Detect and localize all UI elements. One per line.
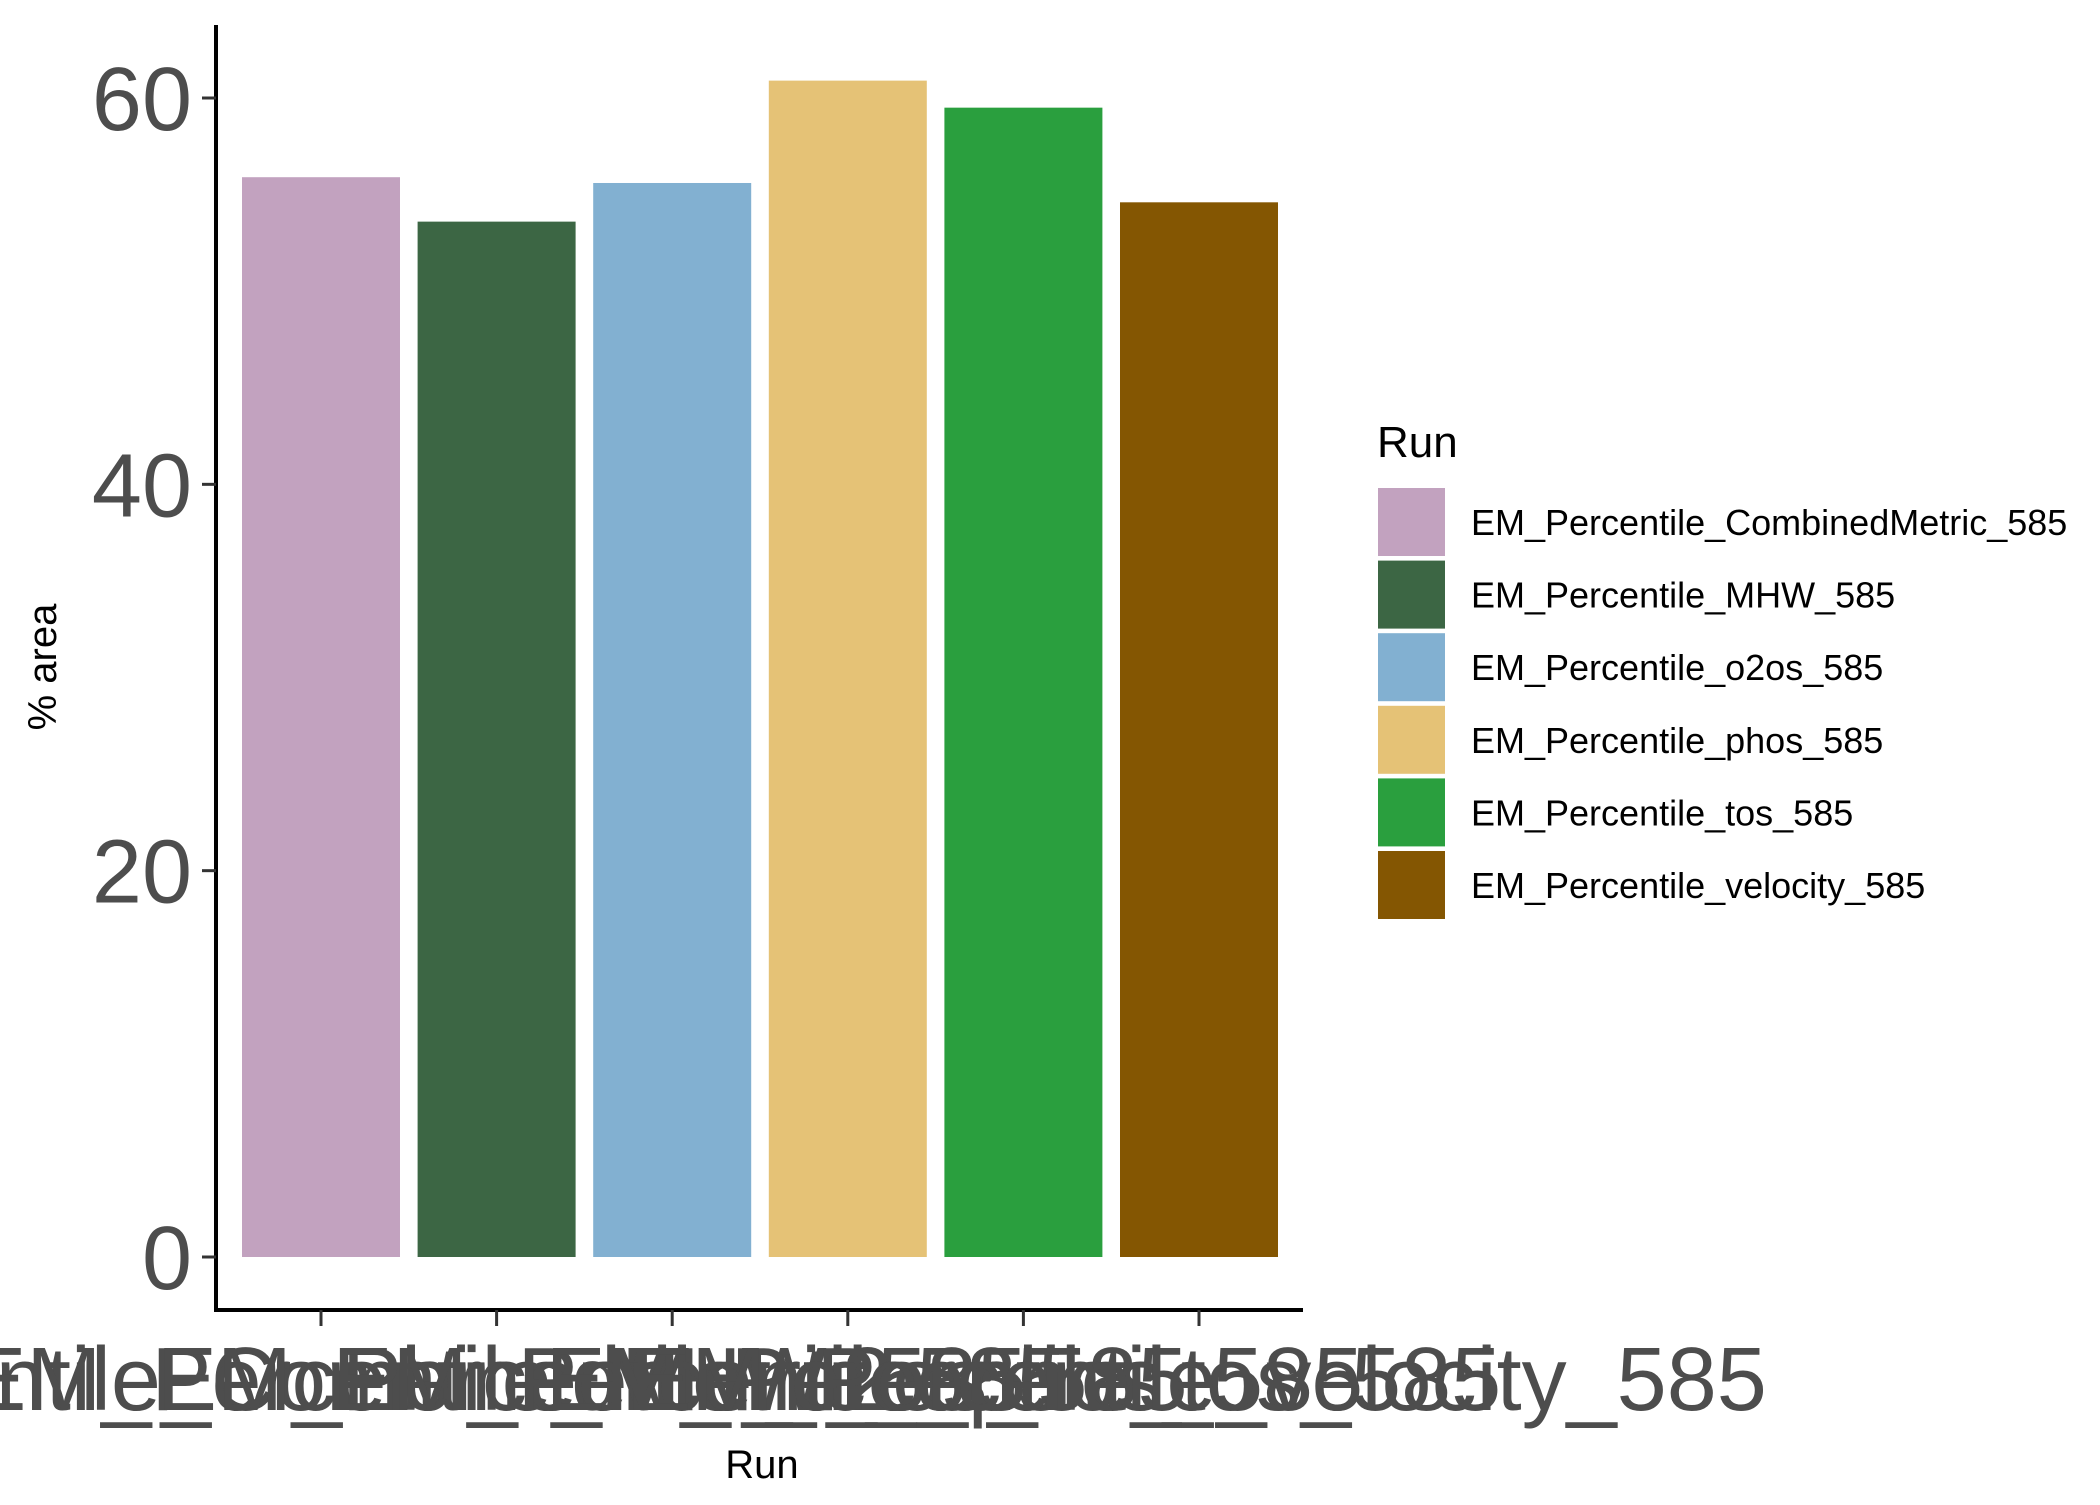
y-tick-label: 0 <box>142 1209 192 1309</box>
legend-label: EM_Percentile_phos_585 <box>1471 720 1883 761</box>
bar-3 <box>593 182 752 1258</box>
bars-group <box>242 80 1278 1258</box>
x-tick-label: EM_Percentile_CombinedMetric_585 <box>0 1330 1066 1430</box>
legend-swatch <box>1378 705 1445 774</box>
x-axis: EM_Percentile_CombinedMetric_585EM_Perce… <box>0 1308 1767 1430</box>
y-axis: 0 20 40 60 <box>92 25 218 1310</box>
y-axis-title: % area <box>21 603 65 730</box>
legend-title: Run <box>1377 418 1458 467</box>
legend-swatch <box>1378 560 1445 629</box>
x-tick-label: EM_Percentile_velocity_585 <box>631 1330 1767 1430</box>
x-tick-label: EM_Percentile_o2os_585 <box>157 1330 1188 1430</box>
bar-5 <box>944 107 1103 1258</box>
bar-1 <box>242 177 400 1257</box>
legend-swatch <box>1378 851 1445 919</box>
legend-label: EM_Percentile_tos_585 <box>1471 792 1853 833</box>
x-tick-label: EM_Percentile_tos_585 <box>546 1330 1502 1430</box>
legend-swatch <box>1378 778 1445 847</box>
y-tick-label: 20 <box>92 823 192 923</box>
legend: Run EM_Percentile_CombinedMetric_585 EM_P… <box>1377 418 2067 919</box>
x-tick-label: EM_Percentile_phos_585 <box>332 1330 1363 1430</box>
legend-label: EM_Percentile_velocity_585 <box>1471 865 1925 906</box>
legend-label: EM_Percentile_CombinedMetric_585 <box>1471 502 2067 543</box>
bar-2 <box>417 221 576 1257</box>
legend-label: EM_Percentile_o2os_585 <box>1471 647 1883 688</box>
legend-swatch <box>1378 633 1445 702</box>
x-tick-label: EM_Percentile_MHW_585 <box>0 1330 1027 1430</box>
y-tick-label: 60 <box>92 50 192 150</box>
bar-6 <box>1120 202 1278 1257</box>
x-axis-title: Run <box>725 1443 798 1487</box>
legend-swatch <box>1378 488 1445 556</box>
y-tick-label: 40 <box>92 436 192 536</box>
bar-4 <box>768 80 927 1258</box>
legend-label: EM_Percentile_MHW_585 <box>1471 575 1895 616</box>
